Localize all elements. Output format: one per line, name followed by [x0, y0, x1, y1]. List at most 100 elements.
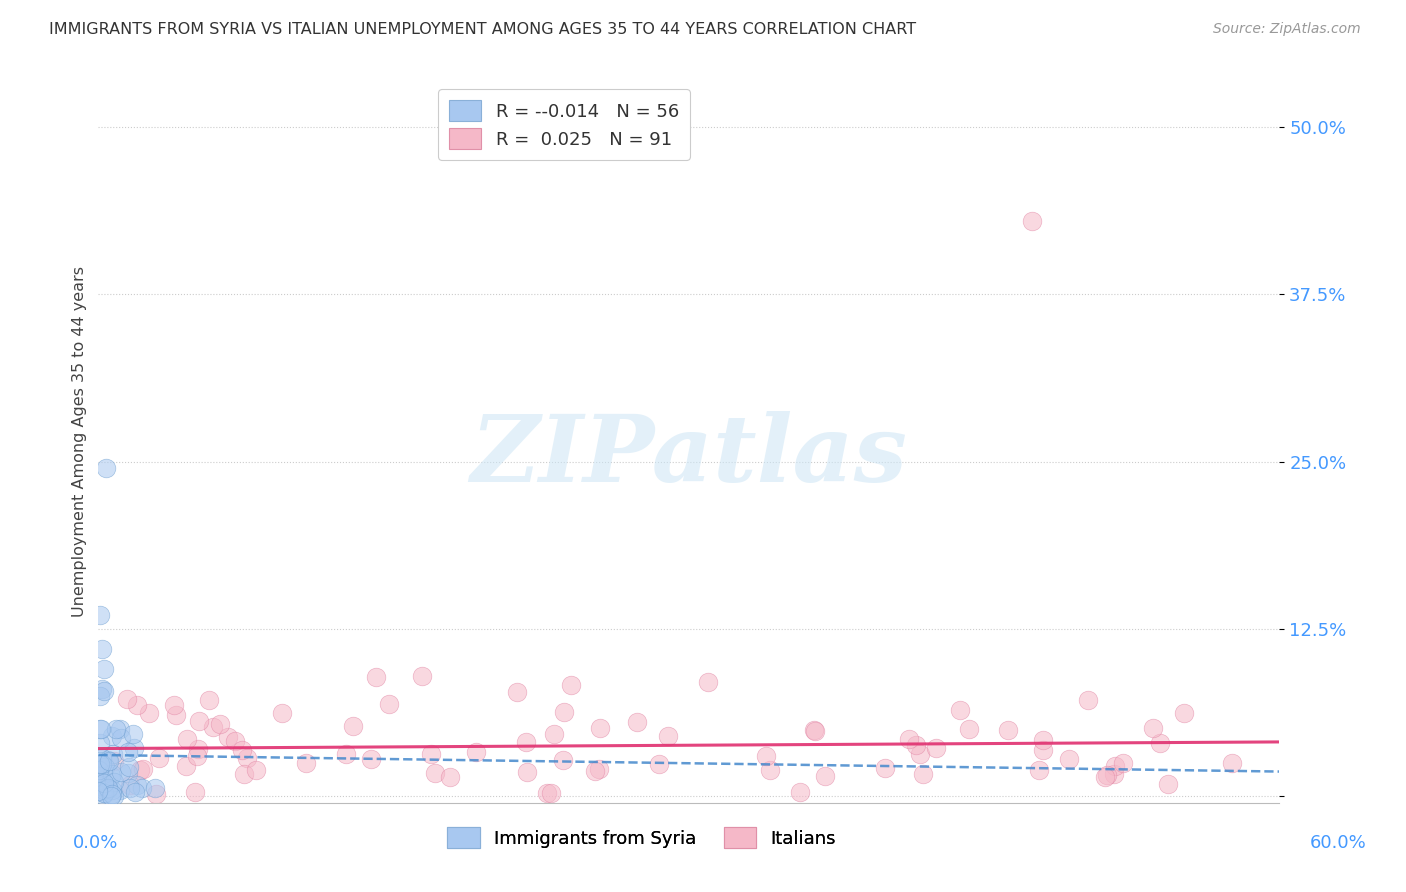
Point [103, 754, 125, 768]
Point [540, 786, 562, 800]
Point [235, 751, 257, 765]
Point [997, 723, 1019, 738]
Point [89, 608, 111, 623]
Point [697, 675, 720, 690]
Point [91, 681, 114, 696]
Point [553, 705, 575, 719]
Point [551, 753, 574, 767]
Point [1112, 756, 1135, 770]
Point [120, 780, 142, 795]
Point [101, 766, 124, 780]
Point [804, 723, 827, 738]
Point [439, 770, 461, 784]
Point [100, 789, 122, 803]
Point [89, 769, 111, 783]
Point [232, 767, 254, 781]
Point [163, 698, 186, 712]
Point [1077, 692, 1099, 706]
Point [1021, 213, 1043, 227]
Point [626, 714, 648, 729]
Point [103, 747, 125, 761]
Point [184, 785, 207, 799]
Point [364, 670, 387, 684]
Point [904, 739, 927, 753]
Point [506, 685, 529, 699]
Point [245, 763, 267, 777]
Point [1095, 767, 1118, 781]
Point [201, 720, 224, 734]
Point [110, 731, 132, 745]
Point [93, 662, 115, 676]
Point [101, 783, 124, 797]
Point [515, 735, 537, 749]
Point [588, 721, 610, 735]
Point [814, 769, 837, 783]
Point [89, 736, 111, 750]
Point [360, 752, 382, 766]
Point [335, 747, 357, 761]
Point [165, 708, 187, 723]
Point [217, 731, 239, 745]
Point [93, 786, 115, 800]
Point [925, 741, 948, 756]
Point [1104, 759, 1126, 773]
Y-axis label: Unemployment Among Ages 35 to 44 years: Unemployment Among Ages 35 to 44 years [72, 266, 87, 617]
Point [125, 778, 148, 792]
Point [122, 740, 145, 755]
Point [516, 764, 538, 779]
Point [1173, 706, 1195, 721]
Point [90, 722, 112, 736]
Point [560, 678, 582, 692]
Text: IMMIGRANTS FROM SYRIA VS ITALIAN UNEMPLOYMENT AMONG AGES 35 TO 44 YEARS CORRELAT: IMMIGRANTS FROM SYRIA VS ITALIAN UNEMPLO… [49, 22, 917, 37]
Point [118, 759, 141, 773]
Point [89, 689, 111, 703]
Point [117, 766, 139, 780]
Point [657, 729, 679, 743]
Point [949, 703, 972, 717]
Point [93, 786, 115, 800]
Point [97, 779, 120, 793]
Point [583, 764, 606, 779]
Text: Source: ZipAtlas.com: Source: ZipAtlas.com [1213, 22, 1361, 37]
Point [91, 788, 114, 802]
Point [89, 780, 111, 794]
Point [803, 723, 825, 737]
Point [420, 747, 443, 761]
Point [1032, 732, 1054, 747]
Point [231, 743, 253, 757]
Point [101, 787, 124, 801]
Point [104, 722, 127, 736]
Point [91, 757, 114, 772]
Point [898, 731, 921, 746]
Point [90, 772, 112, 787]
Point [588, 762, 610, 776]
Point [129, 763, 152, 777]
Point [93, 776, 115, 790]
Point [759, 763, 782, 777]
Point [131, 762, 153, 776]
Point [271, 706, 294, 720]
Point [224, 733, 246, 747]
Point [91, 751, 114, 765]
Point [100, 768, 122, 782]
Point [115, 692, 138, 706]
Legend: Immigrants from Syria, Italians: Immigrants from Syria, Italians [440, 820, 844, 855]
Point [91, 642, 114, 657]
Point [1220, 756, 1243, 770]
Point [1142, 721, 1164, 735]
Point [118, 778, 141, 792]
Point [103, 789, 125, 803]
Point [94, 781, 117, 796]
Point [145, 787, 167, 801]
Point [465, 745, 488, 759]
Point [148, 751, 170, 765]
Point [108, 783, 131, 797]
Point [93, 759, 115, 773]
Point [143, 780, 166, 795]
Point [755, 748, 778, 763]
Point [342, 718, 364, 732]
Point [97, 753, 120, 767]
Text: 0.0%: 0.0% [73, 834, 118, 852]
Point [378, 698, 401, 712]
Point [911, 767, 934, 781]
